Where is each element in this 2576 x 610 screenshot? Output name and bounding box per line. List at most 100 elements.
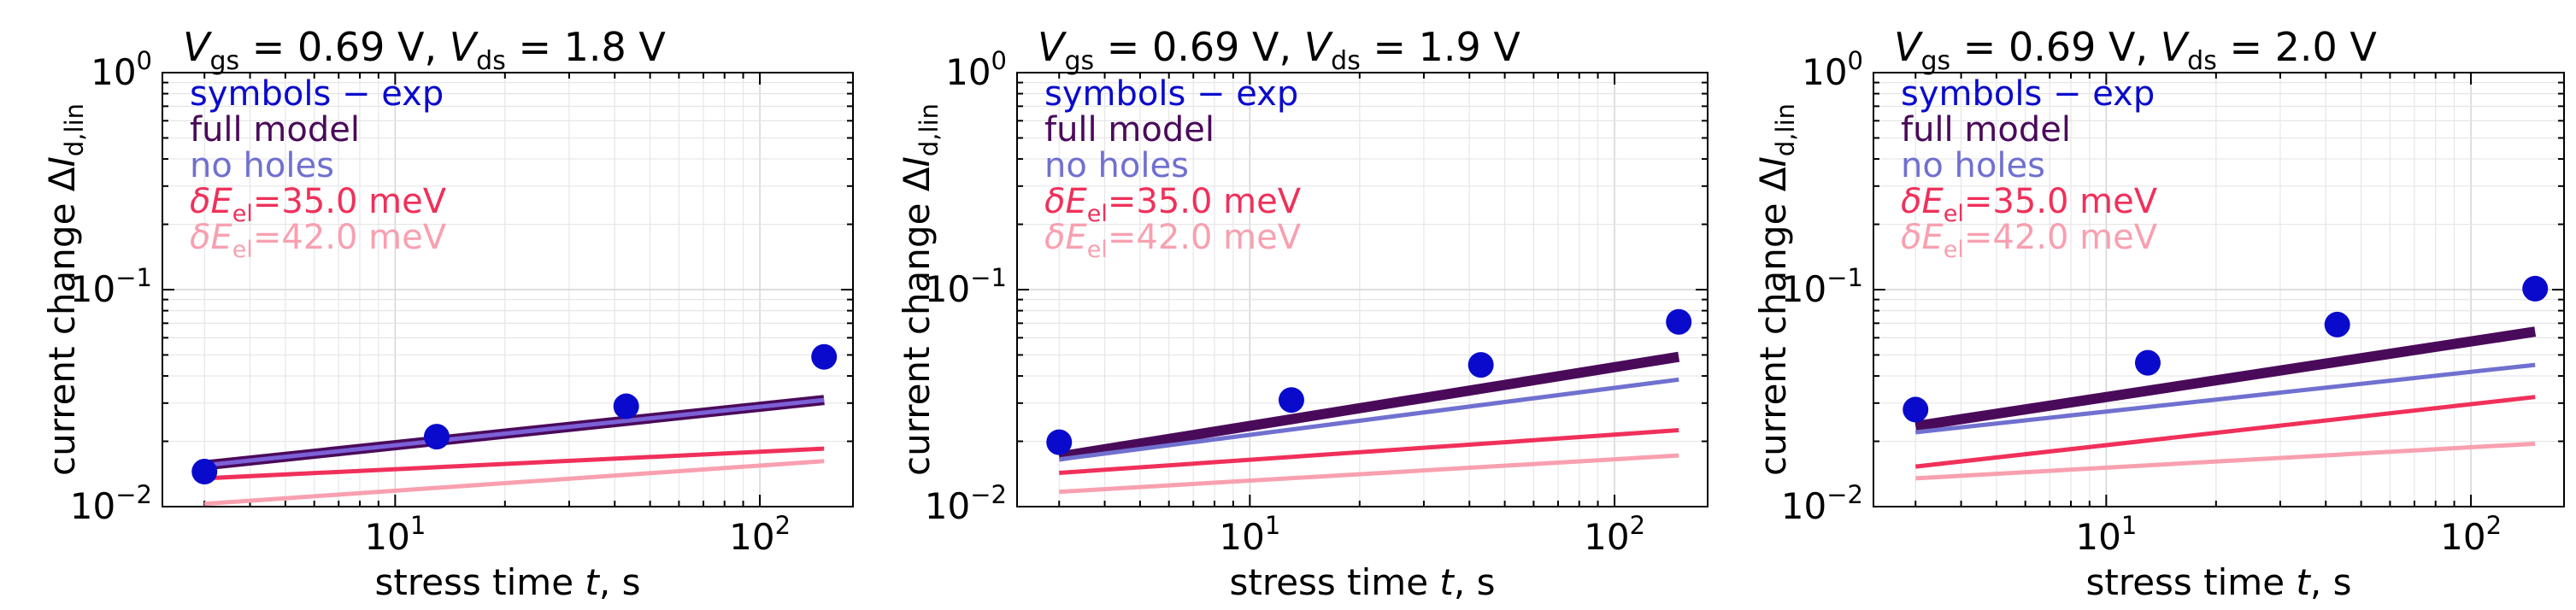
y-tick-label: 10−1 [925, 263, 1007, 310]
legend-entry: δEel=42.0 meV [1901, 218, 2158, 263]
y-tick-label-exponent: −1 [115, 263, 152, 292]
legend-entry: full model [1044, 110, 1214, 150]
legend-entry-label: full model [1901, 110, 2071, 150]
legend-entry-label: full model [190, 110, 360, 150]
legend-entry-symbol: E [1921, 218, 1944, 257]
y-tick-label-base: 10 [925, 268, 970, 310]
legend-entry: symbols − exp [1044, 74, 1298, 114]
legend-entry: full model [190, 110, 360, 150]
data-point [1903, 396, 1929, 423]
series-group [1914, 326, 2537, 481]
legend-entry-label: symbols − exp [1044, 74, 1298, 114]
legend-entry-symbol: E [1065, 182, 1087, 221]
x-tick-label-exponent: 2 [775, 511, 791, 540]
x-tick-label-base: 10 [2075, 516, 2120, 558]
x-axis-label-text: stress time [2086, 561, 2297, 603]
x-tick-label: 102 [1584, 511, 1645, 558]
x-tick-label-base: 10 [1219, 516, 1264, 558]
series-line--eel-35-0-mev [1914, 395, 2536, 469]
data-point [1046, 429, 1073, 455]
y-tick-label: 10−2 [70, 480, 152, 527]
title-vgs-symbol: V [1894, 24, 1924, 70]
title-vds-subscript: ds [476, 46, 506, 76]
y-tick-label-base: 10 [70, 268, 115, 310]
legend-entry-label: =35.0 meV [253, 182, 447, 221]
y-tick-label: 100 [1802, 46, 1863, 93]
series-line--eel-42-0-mev [204, 459, 825, 507]
x-tick-label: 101 [364, 511, 426, 558]
title-vds-symbol: V [1304, 24, 1334, 70]
exp-points [1046, 308, 1692, 455]
y-tick-label-exponent: −2 [115, 480, 152, 509]
y-tick-label-exponent: 0 [137, 46, 152, 75]
series-line--eel-42-0-mev [1915, 441, 2536, 481]
legend-entry-label: =35.0 meV [1108, 182, 1302, 221]
legend-entry-label: symbols − exp [1901, 74, 2155, 114]
y-axis-label: current change ΔId,lin [896, 103, 944, 476]
x-tick-label-exponent: 2 [1630, 511, 1645, 540]
data-point [811, 343, 838, 370]
x-axis-label: stress time t, s [375, 561, 641, 603]
x-axis-label: stress time t, s [2086, 561, 2352, 603]
x-axis-label-symbol: t [1439, 561, 1455, 603]
legend-entry-subscript: el [1087, 201, 1108, 227]
y-axis-label-text: current change Δ [896, 167, 938, 476]
legend-entry-label: full model [1044, 110, 1214, 150]
data-point [1467, 352, 1494, 378]
y-tick-label: 100 [91, 46, 152, 93]
legend-entry-label: no holes [190, 146, 334, 185]
x-axis-label-unit: , s [2310, 561, 2352, 603]
ticks [1017, 72, 1708, 507]
legend-entry-subscript: el [232, 237, 253, 263]
y-tick-label-base: 10 [945, 51, 991, 93]
title-vds-value: = 1.9 V [1361, 24, 1521, 70]
y-axis-label-subscript: d,lin [915, 103, 944, 156]
x-tick-label-exponent: 1 [410, 511, 426, 540]
y-tick-label-base: 10 [91, 51, 136, 93]
title-vds-symbol: V [2161, 24, 2191, 70]
y-tick-label: 100 [945, 46, 1007, 93]
title-vgs-value: = 0.69 V, [1950, 24, 2161, 70]
legend-entry-prefix: δ [1901, 218, 1921, 257]
legend-entry-label: symbols − exp [190, 74, 444, 114]
y-tick-label-base: 10 [1781, 268, 1826, 310]
x-tick-label: 102 [2440, 511, 2502, 558]
data-point [2522, 275, 2549, 302]
title-vgs-symbol: V [1038, 24, 1067, 70]
y-axis-label-text: current change Δ [41, 167, 83, 476]
legend-entry: no holes [1044, 146, 1189, 185]
legend-entry: symbols − exp [1901, 74, 2155, 114]
x-axis-label-unit: , s [1454, 561, 1496, 603]
legend-entry-label: =42.0 meV [253, 218, 447, 257]
y-tick-label-base: 10 [925, 485, 970, 527]
legend-entry: δEel=35.0 meV [190, 182, 447, 227]
legend-entry-label: no holes [1901, 146, 2045, 185]
chart-title: Vgs = 0.69 V, Vds = 1.8 V [183, 24, 666, 76]
x-tick-label: 101 [2075, 511, 2137, 558]
legend-entry: δEel=35.0 meV [1901, 182, 2158, 227]
x-tick-label-base: 10 [1584, 516, 1629, 558]
y-axis-label-symbol: I [896, 156, 938, 167]
legend-entry: symbols − exp [190, 74, 444, 114]
data-point [1666, 308, 1692, 335]
y-tick-label-exponent: −1 [970, 263, 1007, 292]
y-tick-label-exponent: 0 [991, 46, 1007, 75]
legend-entry-label: =42.0 meV [1964, 218, 2158, 257]
series-line-no-holes [1058, 377, 1679, 462]
x-axis-label-unit: , s [599, 561, 641, 603]
title-vds-symbol: V [450, 24, 479, 70]
y-tick-label-base: 10 [70, 485, 115, 527]
y-tick-label-base: 10 [1802, 51, 1847, 93]
data-point [191, 459, 218, 485]
y-axis-label-text: current change Δ [1752, 167, 1794, 476]
x-tick-label-base: 10 [729, 516, 774, 558]
legend-entry-symbol: E [210, 182, 232, 221]
exp-points [191, 343, 838, 485]
legend-entry-symbol: E [1065, 218, 1087, 257]
legend-entry: no holes [190, 146, 334, 185]
series-group [203, 395, 825, 507]
